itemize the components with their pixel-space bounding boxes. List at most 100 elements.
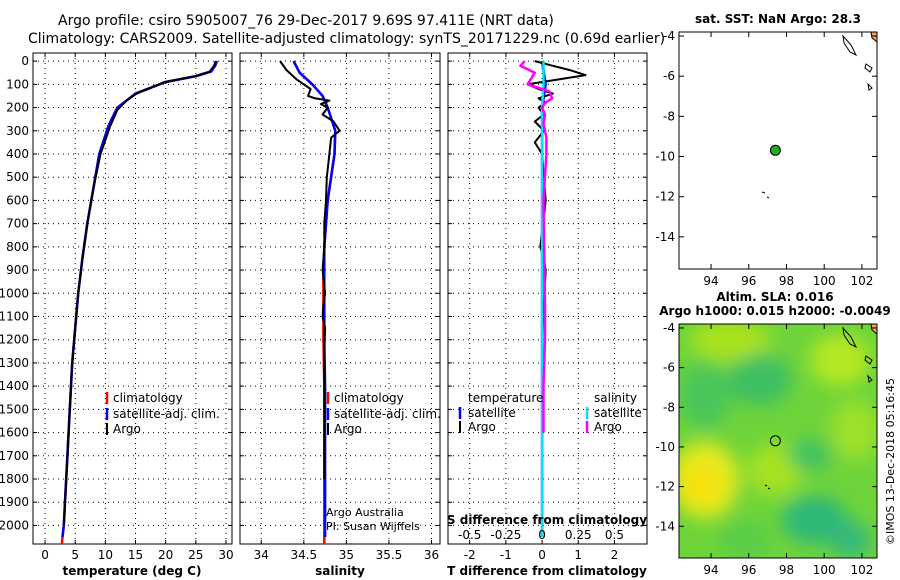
credit-line-2: PI: Susan Wijffels <box>326 520 420 533</box>
sal-legend-climatology: climatology <box>334 391 404 405</box>
depth-tick-label: 1700 <box>0 449 29 463</box>
title-line-2: Climatology: CARS2009. Satellite-adjuste… <box>28 31 665 47</box>
x-tick-label: 15 <box>128 548 143 562</box>
sst-map-title: sat. SST: NaN Argo: 28.3 <box>695 12 861 26</box>
series-argo <box>62 60 217 526</box>
altimetry-map: Altim. SLA: 0.016 Argo h1000: 0.015 h200… <box>655 290 890 577</box>
temperature-panel: 0100200300400500600700800900100011001200… <box>0 52 234 578</box>
s-diff-tick-label: -0.25 <box>490 528 521 542</box>
map-y-tick-label: -10 <box>655 440 675 454</box>
series-s-satellite <box>540 61 545 537</box>
depth-tick-label: 900 <box>6 263 29 277</box>
x-tick-label: 36 <box>424 548 439 562</box>
credit-line-1: Argo Australia <box>326 506 404 519</box>
legend-header-temperature: temperature <box>468 391 543 405</box>
series-s-argo <box>519 60 554 433</box>
sal-legend-satellite: satellite-adj. clim. <box>334 407 441 421</box>
map-y-tick-label: -8 <box>663 109 675 123</box>
salinity-frame <box>239 52 441 545</box>
depth-tick-label: 1400 <box>0 379 29 393</box>
map-x-tick-label: 102 <box>850 563 873 577</box>
map-x-tick-label: 102 <box>850 274 873 288</box>
altimetry-coastline <box>764 323 878 490</box>
imos-stamp: ©IMOS 13-Dec-2018 05:16:45 <box>884 378 897 545</box>
depth-tick-label: 400 <box>6 147 29 161</box>
depth-tick-label: 0 <box>21 54 29 68</box>
sst-coastline <box>761 31 878 199</box>
difference-legend: temperature salinity satellite Argo sate… <box>458 391 642 434</box>
s-diff-tick-label: 0.25 <box>565 528 592 542</box>
sla-field <box>679 324 877 558</box>
sst-map: sat. SST: NaN Argo: 28.3 94 96 98 100 102 -4 -… <box>655 12 878 288</box>
map-x-tick-label: 98 <box>779 274 794 288</box>
legend-climatology: climatology <box>113 391 183 405</box>
difference-frame <box>447 52 648 545</box>
map-x-tick-label: 98 <box>779 563 794 577</box>
map-y-tick-label: -12 <box>655 480 675 494</box>
s-diff-tick-label: 0 <box>538 528 546 542</box>
depth-tick-label: 1900 <box>0 495 29 509</box>
x-tick-label: 25 <box>188 548 203 562</box>
depth-tick-label: 1300 <box>0 356 29 370</box>
map-x-tick-label: 94 <box>703 563 718 577</box>
salinity-xlabel: salinity <box>315 564 365 578</box>
x-tick-label: 35.5 <box>376 548 403 562</box>
map-y-tick-label: -12 <box>655 190 675 204</box>
depth-tick-label: 800 <box>6 240 29 254</box>
title-line-1: Argo profile: csiro 5905007_76 29-Dec-20… <box>58 13 554 29</box>
altimetry-map-frame <box>678 323 878 559</box>
map-y-tick-label: -14 <box>655 519 675 533</box>
depth-tick-label: 300 <box>6 124 29 138</box>
argo-float-marker <box>769 144 781 156</box>
depth-tick-label: 1600 <box>0 426 29 440</box>
map-y-tick-label: -4 <box>663 321 675 335</box>
t-difference-xlabel: T difference from climatology <box>447 564 647 578</box>
legend-t-satellite: satellite <box>468 406 516 420</box>
map-y-tick-label: -14 <box>655 230 675 244</box>
map-y-tick-label: -4 <box>663 29 675 43</box>
argo-float-marker <box>769 435 781 447</box>
map-y-tick-label: -6 <box>663 69 675 83</box>
salinity-panel: 34 34.5 35 35.5 36 salinity climatology sate… <box>239 52 441 578</box>
map-y-tick-label: -6 <box>663 361 675 375</box>
sal-legend-argo: Argo <box>334 422 362 436</box>
altimetry-title-2: Argo h1000: 0.015 h2000: -0.0049 <box>659 304 890 318</box>
x-tick-label: 2 <box>611 548 619 562</box>
map-x-tick-label: 96 <box>741 563 756 577</box>
s-diff-tick-label: -0.5 <box>458 528 481 542</box>
x-tick-label: 30 <box>218 548 233 562</box>
map-y-tick-label: -10 <box>655 150 675 164</box>
depth-tick-label: 1100 <box>0 309 29 323</box>
map-x-tick-label: 100 <box>813 563 836 577</box>
legend-t-argo: Argo <box>468 420 496 434</box>
s-difference-label: S difference from climatology <box>447 513 647 527</box>
depth-tick-label: 1200 <box>0 333 29 347</box>
legend-s-satellite: satellite <box>594 406 642 420</box>
map-x-tick-label: 94 <box>703 274 718 288</box>
x-tick-label: 5 <box>71 548 79 562</box>
series-argo <box>279 60 341 479</box>
legend-s-argo: Argo <box>594 420 622 434</box>
map-x-tick-label: 96 <box>741 274 756 288</box>
x-tick-label: 34 <box>254 548 269 562</box>
x-tick-label: 0 <box>538 548 546 562</box>
altimetry-title-1: Altim. SLA: 0.016 <box>716 290 833 304</box>
x-tick-label: 20 <box>158 548 173 562</box>
legend-header-salinity: salinity <box>594 391 637 405</box>
depth-tick-label: 100 <box>6 77 29 91</box>
map-y-tick-label: -8 <box>663 400 675 414</box>
x-tick-label: 1 <box>574 548 582 562</box>
temperature-xlabel: temperature (deg C) <box>63 564 202 578</box>
x-tick-label: 0 <box>41 548 49 562</box>
depth-tick-label: 2000 <box>0 518 29 532</box>
temperature-frame <box>32 52 233 545</box>
depth-tick-label: 700 <box>6 217 29 231</box>
s-diff-tick-label: 0.5 <box>605 528 624 542</box>
legend-argo: Argo <box>113 422 141 436</box>
salinity-legend: climatology satellite-adj. clim. Argo <box>326 391 441 436</box>
depth-tick-label: 500 <box>6 170 29 184</box>
temperature-legend: climatology satellite-adj. clim. Argo <box>105 391 220 436</box>
x-tick-label: 10 <box>98 548 113 562</box>
x-tick-label: 35 <box>339 548 354 562</box>
